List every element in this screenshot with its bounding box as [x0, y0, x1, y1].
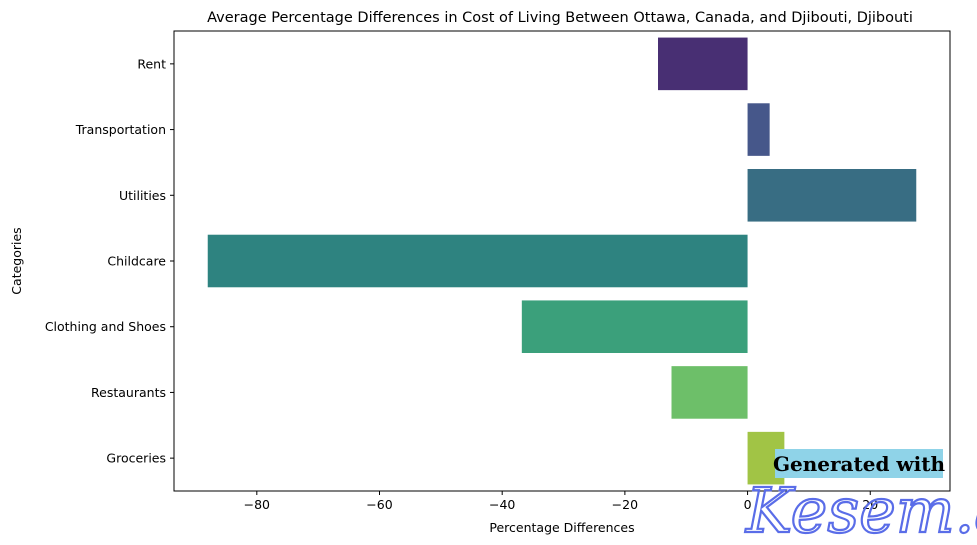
watermark: Generated with Kesem.ai: [744, 449, 977, 545]
bar-rent: [658, 37, 748, 91]
y-tick-label: Transportation: [75, 122, 166, 137]
y-tick-label: Clothing and Shoes: [45, 319, 166, 334]
y-tick-label: Restaurants: [91, 385, 166, 400]
y-tick-label: Groceries: [106, 451, 166, 466]
bar-clothing-and-shoes: [521, 300, 748, 353]
watermark-badge: [775, 449, 943, 478]
chart-title: Average Percentage Differences in Cost o…: [207, 10, 913, 26]
y-tick-label: Childcare: [107, 254, 166, 269]
x-tick-label: 0: [744, 497, 752, 512]
x-tick-label: −40: [489, 497, 515, 512]
watermark-text: Generated with: [773, 452, 946, 476]
bar-transportation: [747, 103, 770, 156]
y-tick-label: Rent: [137, 56, 166, 71]
x-axis-label: Percentage Differences: [489, 520, 634, 535]
y-axis-label: Categories: [9, 227, 24, 294]
watermark-brand: Kesem.ai: [745, 474, 977, 545]
x-tick-label: 20: [862, 497, 878, 512]
x-tick-label: −60: [366, 497, 392, 512]
x-tick-label: −20: [612, 497, 638, 512]
y-tick-label: Utilities: [119, 188, 166, 203]
bar-childcare: [207, 234, 748, 288]
bar-utilities: [747, 169, 917, 222]
bar-restaurants: [671, 366, 748, 419]
x-tick-label: −80: [244, 497, 270, 512]
